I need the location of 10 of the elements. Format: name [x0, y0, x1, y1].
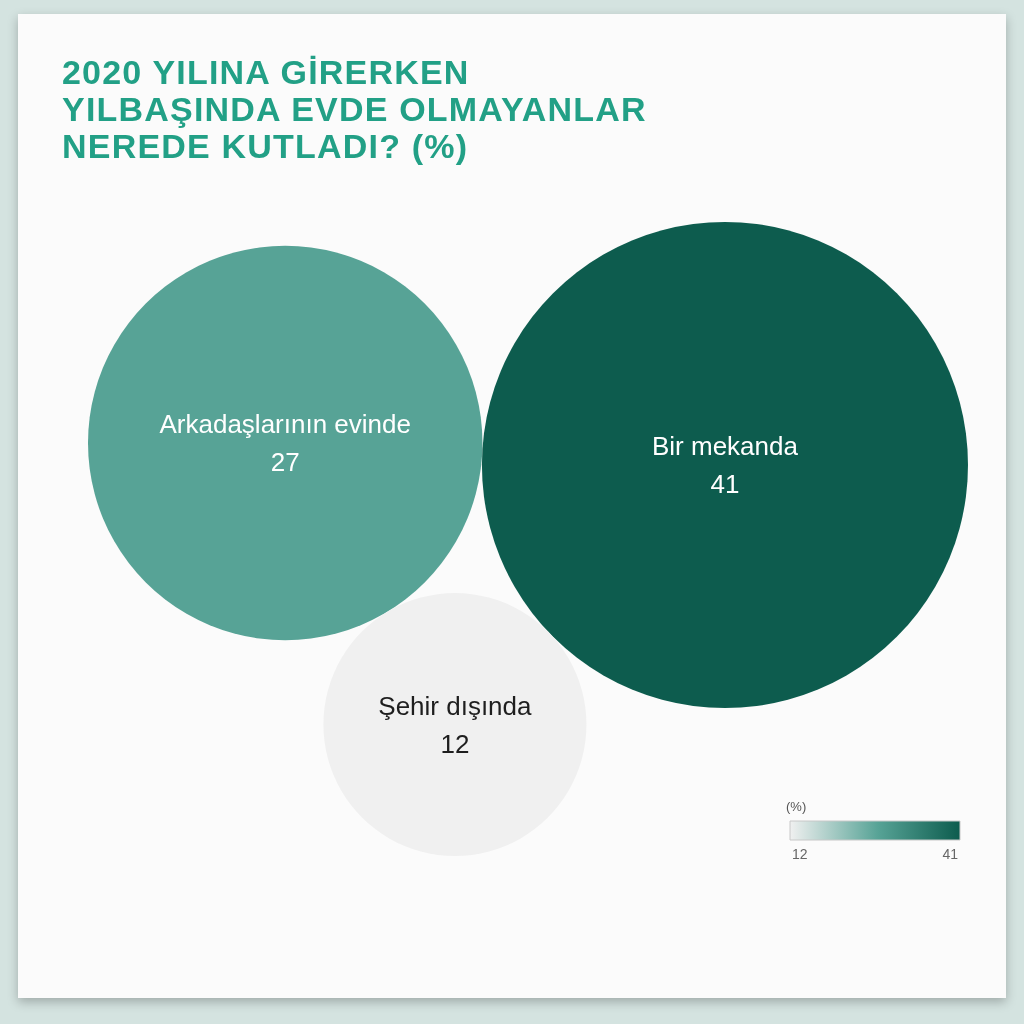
category-label: Şehir dışında	[378, 690, 533, 721]
category-label: Bir mekanda	[651, 431, 799, 462]
data-label: 12	[440, 728, 470, 759]
category-label: Arkadaşlarının evinde	[159, 409, 411, 440]
data-label: 41	[710, 469, 740, 500]
text: 12	[792, 846, 808, 862]
text: 41	[942, 846, 959, 862]
color-bar-title: (%)	[786, 799, 807, 814]
text: 2020 YILINA GİRERKEN YILBAŞINDA EVDE OLMAYANLAR NEREDE KUTLADI? (%)	[62, 53, 647, 165]
data-label: 27	[270, 447, 300, 478]
